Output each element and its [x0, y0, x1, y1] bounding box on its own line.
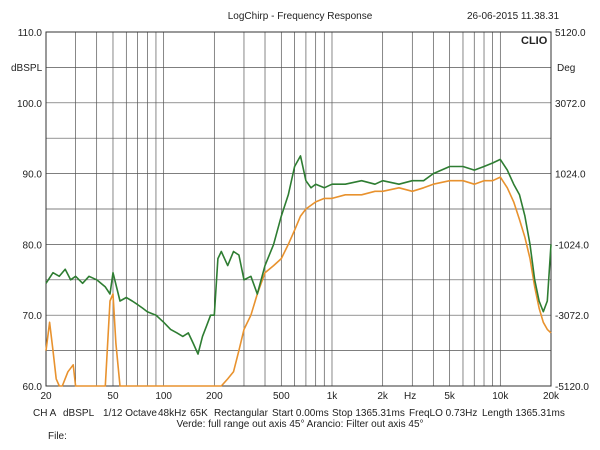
series-line-0 [45, 155, 552, 355]
footer-stop: Stop 1365.31ms [332, 408, 405, 419]
x-tick-label: 1k [327, 391, 339, 402]
series-lines [45, 155, 552, 387]
footer-channel: CH A [33, 408, 57, 419]
footer-smoothing: 1/12 Octave [103, 408, 157, 419]
y-right-tick-label: 1024.0 [555, 170, 586, 181]
x-tick-label: 2k [377, 391, 389, 402]
y-left-axis-label: dBSPL [11, 63, 43, 74]
series-line-1 [45, 176, 552, 387]
x-tick-label: 200 [206, 391, 223, 402]
timestamp: 26-06-2015 11.38.31 [467, 11, 560, 22]
x-tick-label: 50 [107, 391, 119, 402]
footer-start: Start 0.00ms [272, 408, 329, 419]
legend-text: Verde: full range out axis 45° Arancio: … [176, 419, 424, 430]
y-right-tick-label: -3072.0 [555, 311, 589, 322]
y-right-tick-label: -1024.0 [555, 240, 589, 251]
y-right-tick-label: 3072.0 [555, 99, 586, 110]
y-right-tick-label: 5120.0 [555, 28, 586, 39]
plot-frame [45, 31, 552, 387]
footer-rate: 48kHz [158, 408, 187, 419]
y-left-tick-label: 100.0 [17, 99, 42, 110]
y-right-tick-label: -5120.0 [555, 382, 589, 393]
y-right-axis-label: Deg [557, 63, 576, 74]
footer-unit: dBSPL [63, 408, 95, 419]
grid [45, 31, 552, 387]
y-left-tick-label: 70.0 [23, 311, 43, 322]
footer-file: File: [48, 431, 67, 442]
y-left-tick-label: 110.0 [18, 28, 43, 39]
y-left-tick-label: 90.0 [23, 170, 43, 181]
x-tick-label: 20 [40, 391, 52, 402]
chart-title: LogChirp - Frequency Response [227, 11, 373, 22]
x-unit-label: Hz [404, 391, 417, 402]
x-tick-label: 500 [273, 391, 290, 402]
x-tick-label: 5k [444, 391, 456, 402]
footer-window: Rectangular [214, 408, 268, 419]
y-left-tick-label: 60.0 [23, 382, 43, 393]
footer-freqlo: FreqLO 0.73Hz [409, 408, 478, 419]
tick-labels: 110.0 100.0 90.0 80.0 70.0 60.0 5120.0 3072.0 10… [17, 28, 589, 402]
footer-length: Length 1365.31ms [482, 408, 565, 419]
x-tick-label: 20k [543, 391, 560, 402]
y-left-tick-label: 80.0 [23, 240, 43, 251]
x-tick-label: 100 [155, 391, 172, 402]
clio-logo: CLIO [521, 35, 548, 47]
x-tick-label: 10k [492, 391, 509, 402]
footer-size: 65K [190, 408, 208, 419]
